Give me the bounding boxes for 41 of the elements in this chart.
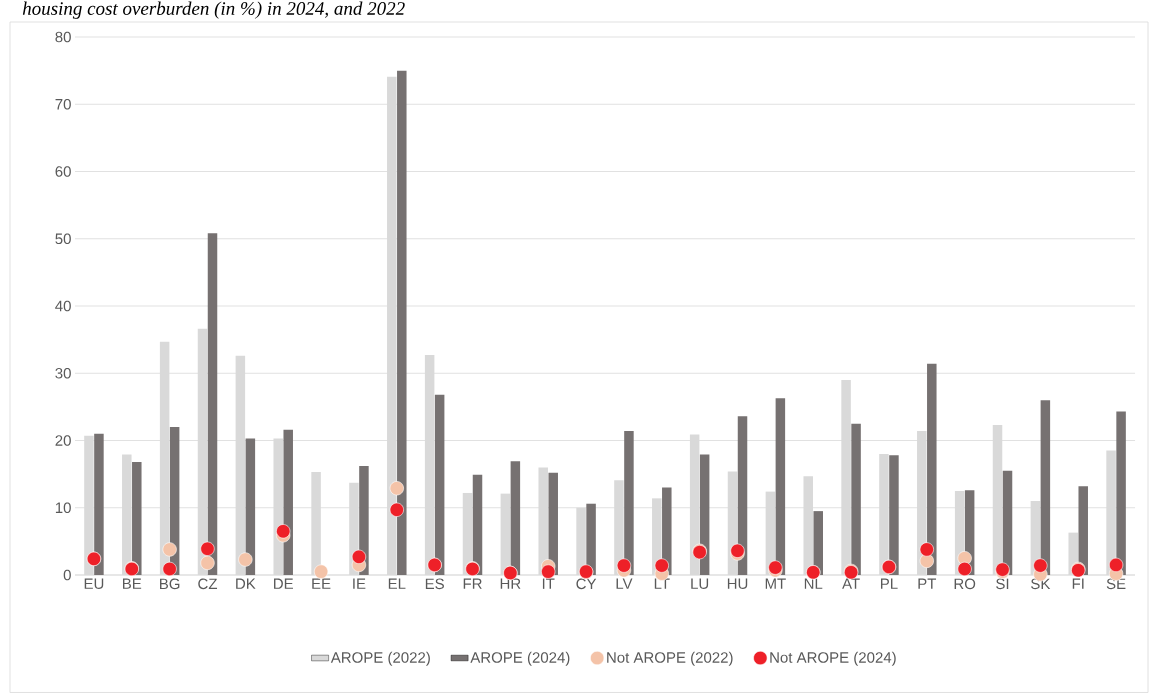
y-tick-label: 80 (55, 31, 71, 43)
x-tick-label: IE (353, 578, 366, 589)
x-tick-label: LU (691, 578, 709, 589)
x-tick-label: IT (542, 578, 555, 589)
x-tick-label: CY (576, 578, 597, 590)
x-tick-label: ES (425, 578, 444, 590)
x-tick-label: MT (765, 578, 786, 589)
x-tick-label: SE (1106, 578, 1126, 590)
y-tick-label: 10 (55, 502, 71, 514)
x-tick-label: EE (312, 578, 331, 589)
x-tick-label: PT (918, 578, 937, 589)
x-tick-label: EL (388, 578, 406, 589)
x-tick-label: EU (84, 578, 104, 589)
y-tick-label: 0 (63, 569, 71, 581)
x-tick-label: LV (616, 578, 633, 589)
y-tick-label: 70 (55, 98, 71, 110)
x-tick-label: SI (996, 578, 1009, 590)
x-tick-label: HR (500, 578, 521, 589)
y-tick-label: 50 (55, 233, 71, 245)
legend-label: AROPE (2024) (470, 651, 570, 666)
x-tick-label: BE (123, 578, 142, 589)
y-tick-label: 60 (55, 166, 71, 177)
x-tick-label: RO (954, 578, 976, 590)
x-tick-label: CZ (198, 578, 218, 590)
x-tick-label: PL (880, 578, 898, 589)
x-tick-label: FR (463, 578, 482, 589)
y-tick-label: 20 (55, 435, 71, 446)
x-tick-label: FI (1072, 578, 1084, 589)
x-tick-label: AT (842, 578, 860, 589)
y-tick-label: 40 (55, 300, 71, 312)
x-tick-label: DE (274, 578, 293, 589)
legend-label: Not AROPE (2022) (607, 651, 733, 666)
legend-label: Not AROPE (2024) (770, 651, 896, 666)
x-tick-label: NL (804, 578, 823, 589)
x-tick-label: BG (160, 578, 180, 590)
x-tick-label: SK (1031, 578, 1051, 590)
chart-title: housing cost overburden (in %) in 2024, and 2022 (22, 1, 405, 19)
y-tick-label: 30 (55, 367, 71, 379)
x-tick-label: DK (236, 578, 256, 589)
x-tick-label: HU (727, 578, 748, 589)
legend-label: AROPE (2022) (330, 651, 430, 666)
